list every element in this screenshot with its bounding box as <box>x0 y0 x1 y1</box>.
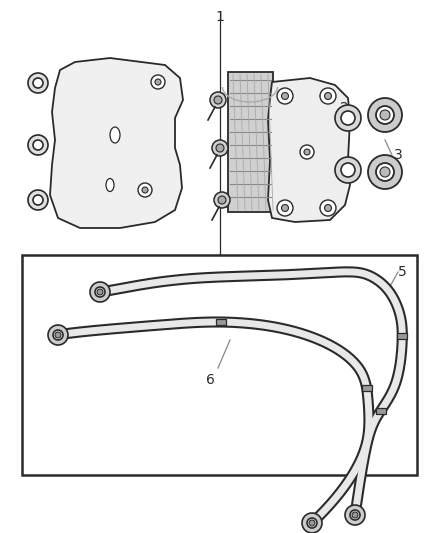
Circle shape <box>380 167 390 177</box>
Circle shape <box>28 135 48 155</box>
Circle shape <box>97 289 103 295</box>
Circle shape <box>142 187 148 193</box>
Text: 2: 2 <box>340 101 349 115</box>
Circle shape <box>282 205 289 212</box>
Circle shape <box>352 512 358 518</box>
Circle shape <box>380 110 390 120</box>
Circle shape <box>368 155 402 189</box>
Circle shape <box>277 88 293 104</box>
Circle shape <box>28 190 48 210</box>
Polygon shape <box>268 78 350 222</box>
Circle shape <box>320 88 336 104</box>
Circle shape <box>33 78 43 88</box>
Circle shape <box>218 196 226 204</box>
Text: 1: 1 <box>215 10 224 24</box>
Circle shape <box>335 105 361 131</box>
Circle shape <box>345 505 365 525</box>
Circle shape <box>300 145 314 159</box>
Circle shape <box>212 140 228 156</box>
Circle shape <box>214 192 230 208</box>
Polygon shape <box>50 58 183 228</box>
Text: 3: 3 <box>394 148 403 162</box>
Text: 6: 6 <box>205 373 215 387</box>
Bar <box>228 72 273 212</box>
Bar <box>397 333 407 338</box>
Circle shape <box>302 513 322 533</box>
Circle shape <box>95 287 105 297</box>
Text: 4: 4 <box>245 201 254 215</box>
Circle shape <box>210 92 226 108</box>
Ellipse shape <box>110 127 120 143</box>
Circle shape <box>151 75 165 89</box>
Circle shape <box>155 79 161 85</box>
Ellipse shape <box>106 179 114 191</box>
Circle shape <box>320 200 336 216</box>
Circle shape <box>28 73 48 93</box>
Circle shape <box>350 510 360 520</box>
Circle shape <box>282 93 289 100</box>
Circle shape <box>325 205 332 212</box>
Circle shape <box>33 140 43 150</box>
Circle shape <box>341 163 355 177</box>
Circle shape <box>307 518 317 528</box>
Text: 5: 5 <box>398 265 407 279</box>
Circle shape <box>376 163 394 181</box>
Circle shape <box>214 96 222 104</box>
Bar <box>376 408 386 414</box>
Circle shape <box>33 195 43 205</box>
Circle shape <box>277 200 293 216</box>
Bar <box>22 255 417 475</box>
Circle shape <box>90 282 110 302</box>
Circle shape <box>335 157 361 183</box>
Circle shape <box>368 98 402 132</box>
Circle shape <box>55 332 61 338</box>
Circle shape <box>325 93 332 100</box>
Circle shape <box>138 183 152 197</box>
Circle shape <box>53 330 63 340</box>
Circle shape <box>376 106 394 124</box>
Circle shape <box>309 520 315 526</box>
Bar <box>362 385 371 391</box>
Circle shape <box>341 111 355 125</box>
Circle shape <box>216 144 224 152</box>
Circle shape <box>48 325 68 345</box>
Circle shape <box>304 149 310 155</box>
Bar <box>215 319 226 325</box>
